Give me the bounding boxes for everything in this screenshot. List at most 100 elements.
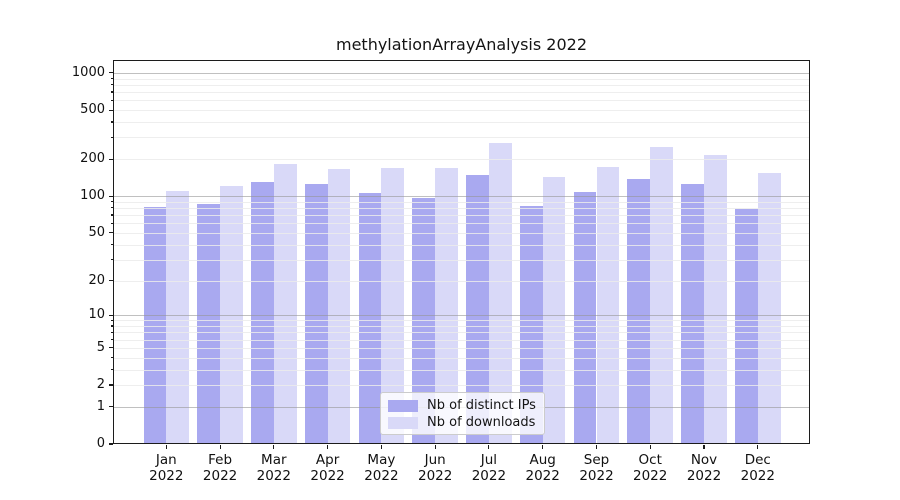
y-minor-tick bbox=[110, 109, 113, 111]
bar-distinct-ips-sep bbox=[573, 192, 597, 444]
x-tick bbox=[434, 445, 436, 449]
y-tick-label: 5 bbox=[96, 339, 105, 355]
y-minor-tick bbox=[110, 214, 113, 216]
gridline-minor bbox=[113, 78, 810, 80]
bar-downloads-apr bbox=[327, 169, 351, 444]
y-minor-tick bbox=[110, 99, 113, 101]
legend-row-downloads: Nb of downloads bbox=[388, 414, 544, 431]
gridline-minor bbox=[113, 100, 810, 102]
y-tick bbox=[108, 72, 113, 74]
legend-label-downloads: Nb of downloads bbox=[427, 415, 536, 430]
x-tick-label: Sep 2022 bbox=[579, 452, 614, 484]
y-minor-tick bbox=[110, 325, 113, 327]
bar-distinct-ips-may bbox=[358, 193, 382, 444]
y-minor-tick bbox=[110, 258, 113, 261]
x-tick bbox=[703, 445, 705, 449]
legend-row-distinct-ips: Nb of distinct IPs bbox=[388, 397, 544, 414]
plot-area bbox=[113, 60, 810, 444]
y-minor-tick bbox=[110, 232, 113, 234]
bar-distinct-ips-jul bbox=[466, 175, 489, 444]
y-minor-tick bbox=[110, 222, 113, 224]
gridline-minor bbox=[113, 84, 810, 86]
x-tick bbox=[595, 445, 598, 449]
y-tick bbox=[108, 195, 113, 197]
y-minor-tick bbox=[110, 384, 113, 386]
x-tick-label: Dec 2022 bbox=[740, 452, 775, 484]
bar-downloads-jun bbox=[435, 167, 458, 444]
y-tick-label: 50 bbox=[88, 224, 105, 240]
y-minor-tick bbox=[110, 279, 113, 282]
y-tick bbox=[108, 406, 113, 408]
y-tick-label: 1000 bbox=[71, 64, 105, 80]
x-tick bbox=[273, 445, 275, 449]
bar-distinct-ips-nov bbox=[681, 184, 704, 444]
x-tick bbox=[219, 445, 221, 449]
legend: Nb of distinct IPs Nb of downloads bbox=[380, 392, 545, 435]
bar-downloads-feb bbox=[220, 185, 243, 444]
gridline-major bbox=[113, 72, 810, 74]
y-tick bbox=[108, 443, 113, 445]
bar-distinct-ips-jan bbox=[143, 206, 167, 444]
y-tick-label: 0 bbox=[96, 436, 105, 451]
y-tick-label: 10 bbox=[88, 307, 105, 323]
y-tick-label: 20 bbox=[88, 272, 105, 288]
y-minor-tick bbox=[110, 368, 113, 371]
x-tick bbox=[542, 445, 544, 449]
x-tick bbox=[380, 445, 382, 449]
bar-downloads-jan bbox=[166, 191, 190, 444]
x-tick bbox=[649, 445, 651, 449]
x-tick-label: Aug 2022 bbox=[525, 452, 560, 484]
y-minor-tick bbox=[110, 331, 113, 333]
y-minor-tick bbox=[110, 243, 113, 246]
y-tick-label: 2 bbox=[96, 377, 105, 392]
legend-swatch-downloads bbox=[388, 416, 418, 429]
y-minor-tick bbox=[110, 347, 113, 349]
legend-swatch-distinct-ips bbox=[388, 399, 418, 412]
y-minor-tick bbox=[110, 319, 113, 321]
x-tick-label: Jul 2022 bbox=[471, 452, 507, 484]
bar-downloads-oct bbox=[650, 146, 673, 444]
gridline-minor bbox=[113, 110, 810, 112]
bar-downloads-sep bbox=[596, 166, 620, 444]
y-minor-tick bbox=[110, 136, 113, 138]
x-tick-label: Jun 2022 bbox=[418, 452, 453, 484]
x-tick-label: May 2022 bbox=[364, 452, 399, 484]
bar-downloads-nov bbox=[704, 155, 727, 444]
bar-distinct-ips-mar bbox=[251, 181, 274, 444]
bar-distinct-ips-oct bbox=[627, 179, 651, 444]
y-minor-tick bbox=[110, 338, 113, 341]
gridline-minor bbox=[113, 122, 810, 123]
bar-downloads-jul bbox=[488, 143, 512, 444]
gridline-minor bbox=[113, 137, 810, 139]
chart-title: methylationArrayAnalysis 2022 bbox=[335, 35, 588, 54]
x-tick bbox=[488, 445, 490, 449]
y-minor-tick bbox=[110, 158, 113, 160]
y-tick-label: 1 bbox=[96, 398, 105, 414]
bar-distinct-ips-dec bbox=[735, 209, 758, 444]
y-tick-label: 500 bbox=[80, 102, 105, 118]
gridline-minor bbox=[113, 92, 810, 93]
bar-downloads-dec bbox=[757, 173, 781, 444]
x-tick bbox=[327, 445, 329, 449]
y-minor-tick bbox=[110, 121, 113, 123]
y-minor-tick bbox=[110, 201, 113, 203]
x-tick-label: Nov 2022 bbox=[686, 452, 722, 484]
y-tick-label: 100 bbox=[80, 188, 105, 204]
bar-distinct-ips-apr bbox=[304, 184, 328, 444]
x-tick bbox=[757, 445, 759, 449]
y-tick-label: 200 bbox=[80, 151, 105, 167]
legend-label-distinct-ips: Nb of distinct IPs bbox=[427, 398, 536, 413]
x-tick-label: Feb 2022 bbox=[202, 452, 238, 484]
bar-distinct-ips-feb bbox=[197, 203, 221, 444]
bar-distinct-ips-aug bbox=[519, 206, 543, 444]
x-tick-label: Mar 2022 bbox=[256, 452, 291, 484]
bar-downloads-aug bbox=[542, 176, 566, 444]
y-minor-tick bbox=[110, 356, 113, 359]
x-tick-label: Apr 2022 bbox=[310, 452, 345, 484]
y-minor-tick bbox=[110, 91, 113, 93]
x-tick-label: Oct 2022 bbox=[633, 452, 668, 484]
bar-downloads-may bbox=[381, 168, 405, 444]
y-tick bbox=[108, 314, 113, 316]
y-minor-tick bbox=[110, 77, 113, 80]
